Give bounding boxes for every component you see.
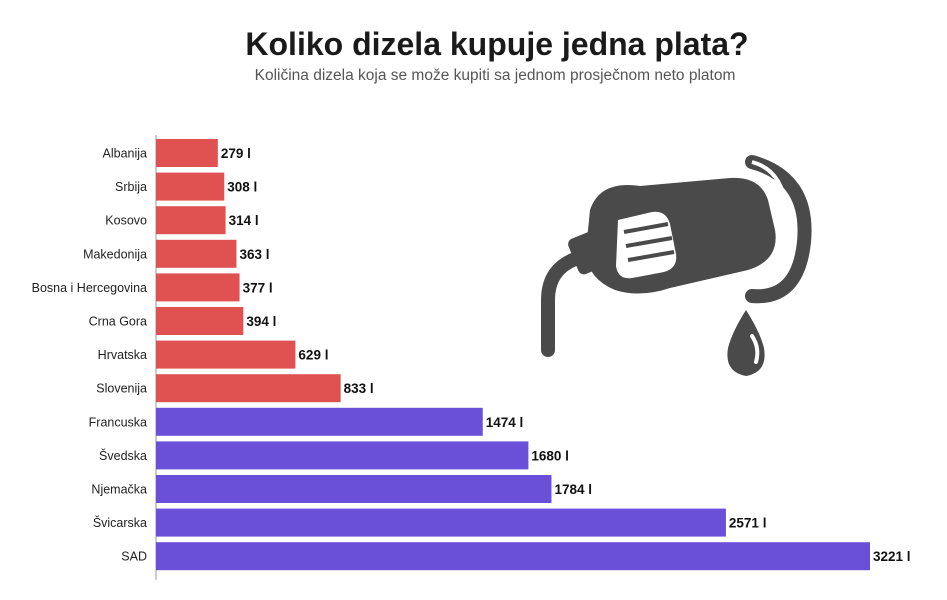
- category-label: Srbija: [115, 180, 147, 194]
- bar: [156, 508, 726, 537]
- category-label: Kosovo: [105, 214, 147, 228]
- category-label: Njemačka: [91, 483, 147, 497]
- fuel-nozzle-icon: [541, 155, 812, 376]
- value-label: 1784 l: [554, 482, 592, 497]
- value-label: 377 l: [243, 280, 273, 295]
- bar: [156, 206, 226, 235]
- value-label: 629 l: [298, 348, 328, 363]
- bar: [156, 273, 240, 302]
- category-label: Švicarska: [93, 515, 147, 530]
- category-label: SAD: [121, 550, 147, 564]
- value-label: 308 l: [227, 180, 257, 195]
- value-label: 2571 l: [729, 516, 767, 531]
- value-label: 1474 l: [486, 415, 524, 430]
- bar: [156, 441, 529, 470]
- category-label: Švedska: [99, 448, 147, 463]
- bar: [156, 172, 225, 201]
- chart-subtitle: Količina dizela koja se može kupiti sa j…: [254, 67, 736, 84]
- category-label: Bosna i Hercegovina: [32, 281, 147, 295]
- bar: [156, 542, 870, 571]
- bar: [156, 139, 218, 167]
- category-label: Crna Gora: [89, 315, 147, 329]
- category-label: Francuska: [89, 415, 147, 429]
- value-label: 279 l: [221, 146, 251, 161]
- bar: [156, 374, 341, 403]
- category-label: Albanija: [103, 147, 148, 161]
- value-label: 1680 l: [531, 448, 569, 463]
- category-label: Slovenija: [96, 382, 147, 396]
- value-label: 314 l: [229, 213, 259, 228]
- value-label: 833 l: [344, 381, 374, 396]
- category-label: Hrvatska: [98, 348, 147, 362]
- bar: [156, 307, 244, 335]
- value-label: 394 l: [246, 314, 276, 329]
- bar: [156, 407, 483, 436]
- bar: [156, 239, 237, 268]
- value-label: 3221 l: [873, 549, 911, 564]
- value-label: 363 l: [239, 247, 269, 262]
- chart-title: Koliko dizela kupuje jedna plata?: [245, 26, 749, 62]
- bar: [156, 340, 296, 369]
- bar: [156, 475, 552, 503]
- category-label: Makedonija: [83, 247, 147, 261]
